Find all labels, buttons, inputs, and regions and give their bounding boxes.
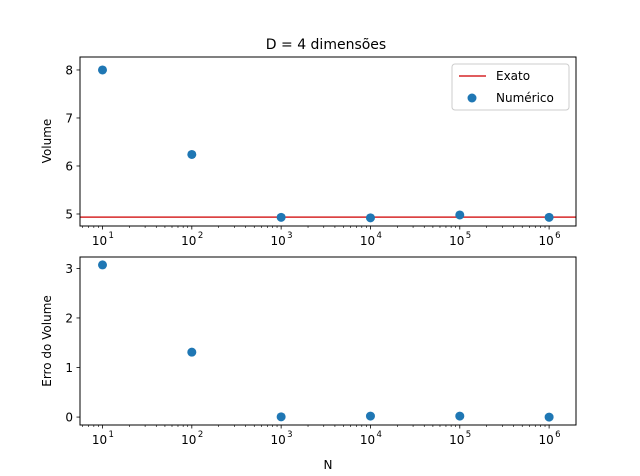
- y-axis-label-error: Erro do Volume: [40, 295, 54, 387]
- error-data-point: [187, 347, 197, 357]
- volume-x-tick-label: 10: [181, 234, 196, 248]
- volume-data-point: [455, 210, 465, 220]
- error-x-tick-label: 10: [449, 433, 464, 447]
- error-data-point: [544, 412, 554, 422]
- volume-y-tick-label: 8: [65, 63, 73, 77]
- volume-chart: D = 4 dimensões Volume 10 1 10 2 10 3 10 4 10 5 10…: [40, 37, 577, 248]
- error-x-tick-exponent: 1: [108, 430, 113, 440]
- error-x-tick-exponent: 3: [287, 430, 292, 440]
- volume-axes-frame: [79, 56, 577, 227]
- legend-exato-label: Exato: [496, 69, 530, 83]
- error-data-point: [455, 411, 465, 421]
- x-axis-label: N: [324, 458, 333, 472]
- error-y-tick-label: 3: [65, 262, 73, 276]
- error-y-tick-label: 1: [65, 361, 73, 375]
- volume-data-point: [97, 65, 107, 75]
- volume-data-point: [544, 212, 554, 222]
- error-x-tick-label: 10: [360, 433, 375, 447]
- error-y-tick-label: 2: [65, 311, 73, 325]
- volume-data-point: [187, 149, 197, 159]
- error-data-point: [365, 411, 375, 421]
- error-y-tick-label: 0: [65, 411, 73, 425]
- volume-x-tick-label: 10: [270, 234, 285, 248]
- y-axis-label-volume: Volume: [40, 119, 54, 164]
- error-x-tick-exponent: 5: [466, 430, 471, 440]
- volume-data-point: [365, 213, 375, 223]
- error-x-tick-label: 10: [92, 433, 107, 447]
- volume-x-tick-label: 10: [538, 234, 553, 248]
- volume-x-tick-exponent: 1: [108, 231, 113, 241]
- error-axes-frame: [79, 256, 577, 426]
- error-x-tick-label: 10: [181, 433, 196, 447]
- volume-y-tick-label: 7: [65, 111, 73, 125]
- error-data-point: [97, 260, 107, 270]
- legend-numerico-marker: [467, 93, 477, 103]
- error-x-tick-label: 10: [270, 433, 285, 447]
- volume-x-tick-label: 10: [449, 234, 464, 248]
- error-x-tick-exponent: 2: [198, 430, 203, 440]
- error-x-tick-label: 10: [538, 433, 553, 447]
- error-x-tick-exponent: 6: [555, 430, 560, 440]
- error-x-tick-exponent: 4: [376, 430, 381, 440]
- volume-y-tick-label: 6: [65, 159, 73, 173]
- volume-x-tick-exponent: 6: [555, 231, 560, 241]
- volume-x-tick-label: 10: [92, 234, 107, 248]
- volume-data-point: [276, 212, 286, 222]
- legend: Exato Numérico: [451, 63, 570, 111]
- volume-x-tick-exponent: 2: [198, 231, 203, 241]
- volume-x-tick-label: 10: [360, 234, 375, 248]
- legend-numerico-label: Numérico: [496, 91, 554, 105]
- volume-y-tick-label: 5: [65, 207, 73, 221]
- volume-x-tick-exponent: 4: [376, 231, 381, 241]
- error-data-point: [276, 412, 286, 422]
- volume-x-tick-exponent: 5: [466, 231, 471, 241]
- chart-title: D = 4 dimensões: [266, 37, 386, 53]
- volume-x-tick-exponent: 3: [287, 231, 292, 241]
